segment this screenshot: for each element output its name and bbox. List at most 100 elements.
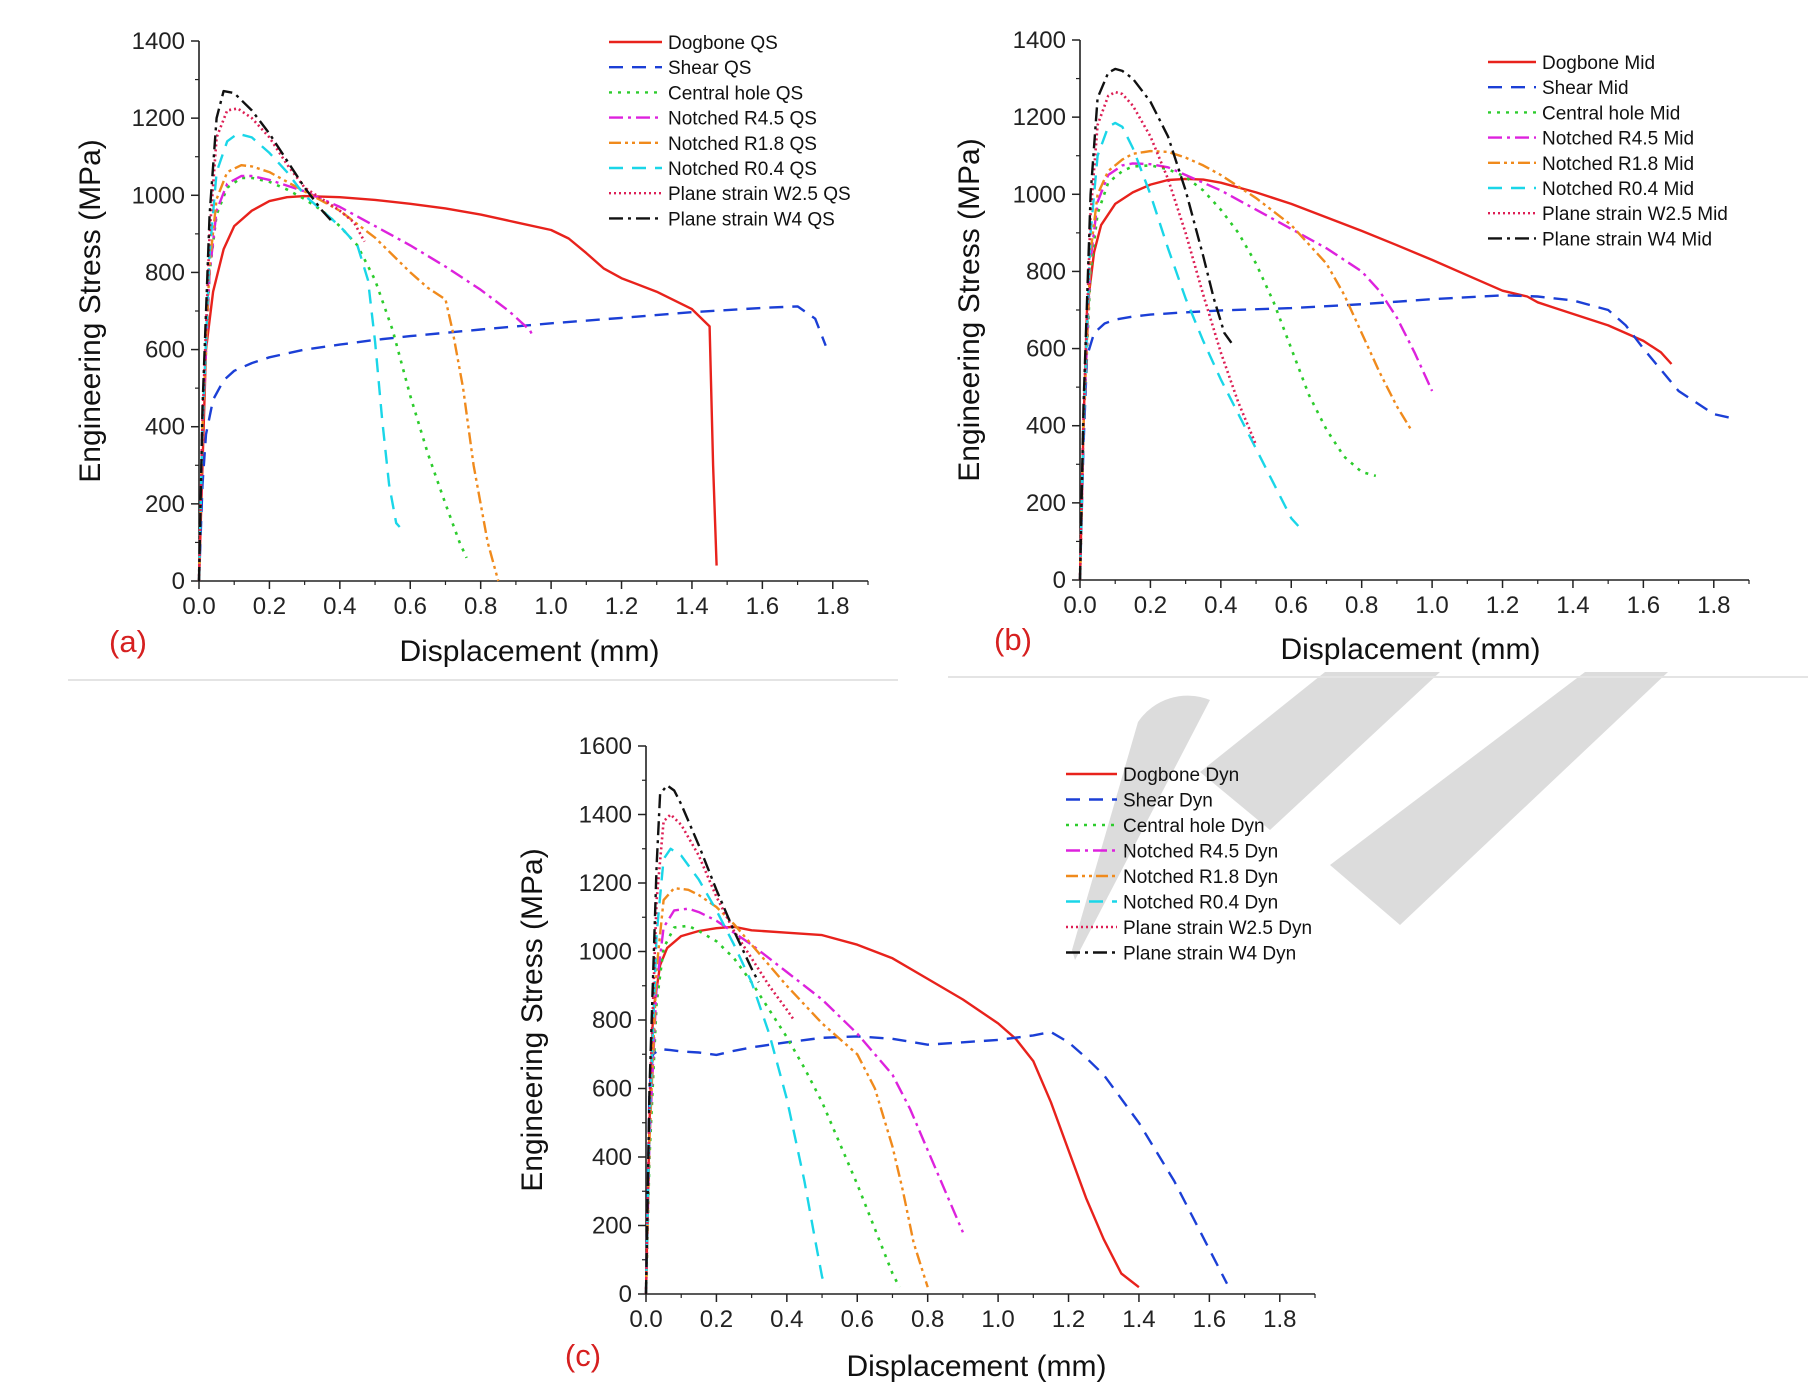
- y-tick-label: 400: [145, 414, 185, 441]
- legend-label: Dogbone Mid: [1542, 53, 1655, 74]
- y-tick-label: 800: [592, 1007, 632, 1034]
- x-tick-label: 1.0: [981, 1306, 1014, 1333]
- watermark-shape: [1200, 672, 1440, 830]
- y-axis-title: Engineering Stress (MPa): [953, 138, 986, 481]
- y-tick-label: 200: [1026, 490, 1066, 517]
- legend-label: Notched R1.8 Mid: [1542, 154, 1694, 175]
- y-tick-label: 0: [1053, 567, 1066, 594]
- series-line-notched-r0-4-dyn: [644, 847, 827, 1295]
- y-axis-title: Engineering Stress (MPa): [74, 139, 107, 482]
- x-tick-label: 0.4: [770, 1306, 803, 1333]
- series-line-plane-strain-w2-5-mid: [1078, 90, 1258, 581]
- x-tick-label: 1.8: [1263, 1306, 1296, 1333]
- series-line-notched-r4-5-qs: [197, 174, 535, 582]
- x-tick-label: 0.8: [911, 1306, 944, 1333]
- legend-label: Dogbone Dyn: [1123, 765, 1239, 786]
- x-tick-label: 0.8: [1345, 592, 1378, 619]
- legend: Dogbone Dyn Shear Dyn Central hole Dyn Notc…: [1066, 765, 1312, 965]
- y-tick-label: 600: [592, 1076, 632, 1103]
- y-tick-label: 1000: [1013, 181, 1066, 208]
- x-tick-label: 1.2: [1052, 1306, 1085, 1333]
- x-tick-label: 1.4: [1556, 592, 1589, 619]
- legend-label: Plane strain W4 QS: [668, 209, 835, 230]
- legend: Dogbone Mid Shear Mid Central hole Mid Notc…: [1488, 53, 1728, 250]
- panel-separators: [68, 676, 1808, 681]
- x-tick-label: 1.6: [1193, 1306, 1226, 1333]
- y-tick-label: 600: [145, 337, 185, 364]
- x-tick-label: 1.0: [534, 593, 567, 620]
- panel-label: (b): [994, 622, 1032, 657]
- legend-label: Plane strain W2.5 QS: [668, 184, 851, 205]
- panel-label: (a): [109, 624, 147, 659]
- y-tick-label: 800: [145, 259, 185, 286]
- x-tick-label: 0.2: [1134, 592, 1167, 619]
- series-line-central-hole-mid: [1078, 164, 1377, 581]
- series-line-notched-r1-8-mid: [1078, 149, 1413, 581]
- y-tick-label: 200: [145, 491, 185, 518]
- legend-label: Plane strain W2.5 Dyn: [1123, 918, 1312, 939]
- legend-label: Shear QS: [668, 58, 751, 79]
- legend-label: Shear Dyn: [1123, 791, 1213, 812]
- series-line-dogbone-qs: [197, 194, 718, 582]
- y-tick-label: 400: [592, 1144, 632, 1171]
- legend-label: Notched R4.5 Dyn: [1123, 842, 1278, 863]
- legend-label: Shear Mid: [1542, 78, 1629, 99]
- series-line-dogbone-mid: [1078, 177, 1673, 581]
- legend-label: Central hole Mid: [1542, 103, 1680, 124]
- x-tick-label: 1.0: [1415, 592, 1448, 619]
- series-line-plane-strain-w4-mid: [1078, 67, 1233, 581]
- x-axis-title: Displacement (mm): [1280, 633, 1540, 666]
- series-line-dogbone-dyn: [644, 925, 1140, 1295]
- series-line-plane-strain-w4-dyn: [644, 784, 760, 1295]
- legend-label: Plane strain W4 Dyn: [1123, 944, 1296, 965]
- series-line-notched-r1-8-dyn: [644, 886, 929, 1295]
- x-tick-label: 0.6: [1275, 592, 1308, 619]
- series-line-notched-r1-8-qs: [197, 163, 500, 582]
- series-line-notched-r4-5-mid: [1078, 162, 1434, 581]
- y-tick-label: 1000: [579, 939, 632, 966]
- series-line-notched-r0-4-mid: [1078, 121, 1300, 581]
- series-line-shear-mid: [1078, 294, 1732, 581]
- x-tick-label: 1.8: [1697, 592, 1730, 619]
- x-axis-title: Displacement (mm): [846, 1350, 1106, 1383]
- legend-label: Notched R0.4 QS: [668, 159, 817, 180]
- y-tick-label: 600: [1026, 336, 1066, 363]
- y-tick-label: 1400: [1013, 27, 1066, 54]
- y-tick-label: 1200: [579, 870, 632, 897]
- legend: Dogbone QS Shear QS Central hole QS Notched…: [609, 33, 851, 230]
- chart-panel: 0.0 0.2 0.4 0.6 0.8 1.0 1.2 1.4 1.6 1.8 0 200 400 600…: [516, 733, 1316, 1383]
- x-tick-label: 0.0: [182, 593, 215, 620]
- legend-label: Central hole Dyn: [1123, 816, 1265, 837]
- watermark-shape: [1072, 695, 1210, 960]
- legend-label: Dogbone QS: [668, 33, 778, 54]
- x-tick-label: 1.2: [1486, 592, 1519, 619]
- legend-label: Notched R1.8 QS: [668, 134, 817, 155]
- y-tick-label: 0: [172, 568, 185, 595]
- x-tick-label: 1.6: [1627, 592, 1660, 619]
- plot-area: [1078, 67, 1732, 581]
- legend-label: Central hole QS: [668, 83, 803, 104]
- x-tick-label: 0.4: [323, 593, 356, 620]
- series-line-central-hole-qs: [197, 176, 468, 582]
- series-line-plane-strain-w4-qs: [197, 89, 334, 582]
- y-tick-label: 200: [592, 1213, 632, 1240]
- legend-label: Plane strain W2.5 Mid: [1542, 204, 1728, 225]
- x-tick-label: 1.6: [746, 593, 779, 620]
- y-tick-label: 1000: [132, 182, 185, 209]
- y-tick-label: 0: [619, 1281, 632, 1308]
- y-tick-label: 1200: [132, 105, 185, 132]
- x-tick-label: 1.2: [605, 593, 638, 620]
- y-tick-label: 1400: [579, 802, 632, 829]
- panel-label: (c): [565, 1338, 601, 1373]
- legend-label: Notched R0.4 Mid: [1542, 179, 1694, 200]
- x-tick-label: 1.4: [675, 593, 708, 620]
- x-tick-label: 0.2: [700, 1306, 733, 1333]
- x-tick-label: 0.2: [253, 593, 286, 620]
- legend-label: Notched R1.8 Dyn: [1123, 867, 1278, 888]
- y-tick-label: 1200: [1013, 104, 1066, 131]
- x-tick-label: 1.4: [1122, 1306, 1155, 1333]
- y-tick-label: 800: [1026, 258, 1066, 285]
- x-tick-label: 0.6: [841, 1306, 874, 1333]
